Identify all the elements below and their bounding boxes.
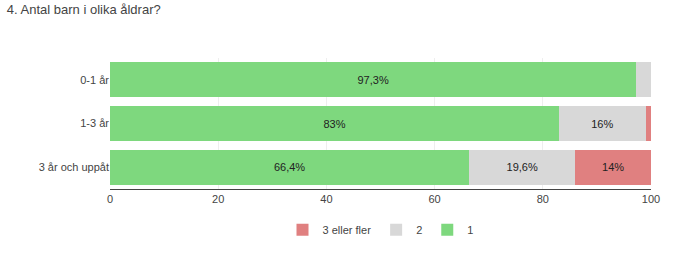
svg-text:4. Antal barn i olika åldrar?: 4. Antal barn i olika åldrar? [7, 2, 161, 17]
svg-text:2: 2 [416, 224, 422, 236]
svg-text:3 år och uppåt: 3 år och uppåt [39, 161, 109, 173]
svg-text:16%: 16% [591, 118, 613, 130]
svg-text:1-3 år: 1-3 år [80, 117, 109, 129]
svg-text:40: 40 [320, 193, 332, 205]
svg-text:80: 80 [537, 193, 549, 205]
svg-text:3 eller fler: 3 eller fler [323, 224, 372, 236]
svg-text:1: 1 [467, 224, 473, 236]
svg-text:0: 0 [107, 193, 113, 205]
svg-text:14%: 14% [602, 161, 624, 173]
svg-text:97,3%: 97,3% [357, 74, 388, 86]
svg-text:100: 100 [642, 193, 660, 205]
svg-text:83%: 83% [323, 118, 345, 130]
svg-text:66,4%: 66,4% [274, 161, 305, 173]
svg-text:20: 20 [212, 193, 224, 205]
svg-text:60: 60 [428, 193, 440, 205]
svg-text:0-1 år: 0-1 år [80, 74, 109, 86]
svg-text:19,6%: 19,6% [507, 161, 538, 173]
